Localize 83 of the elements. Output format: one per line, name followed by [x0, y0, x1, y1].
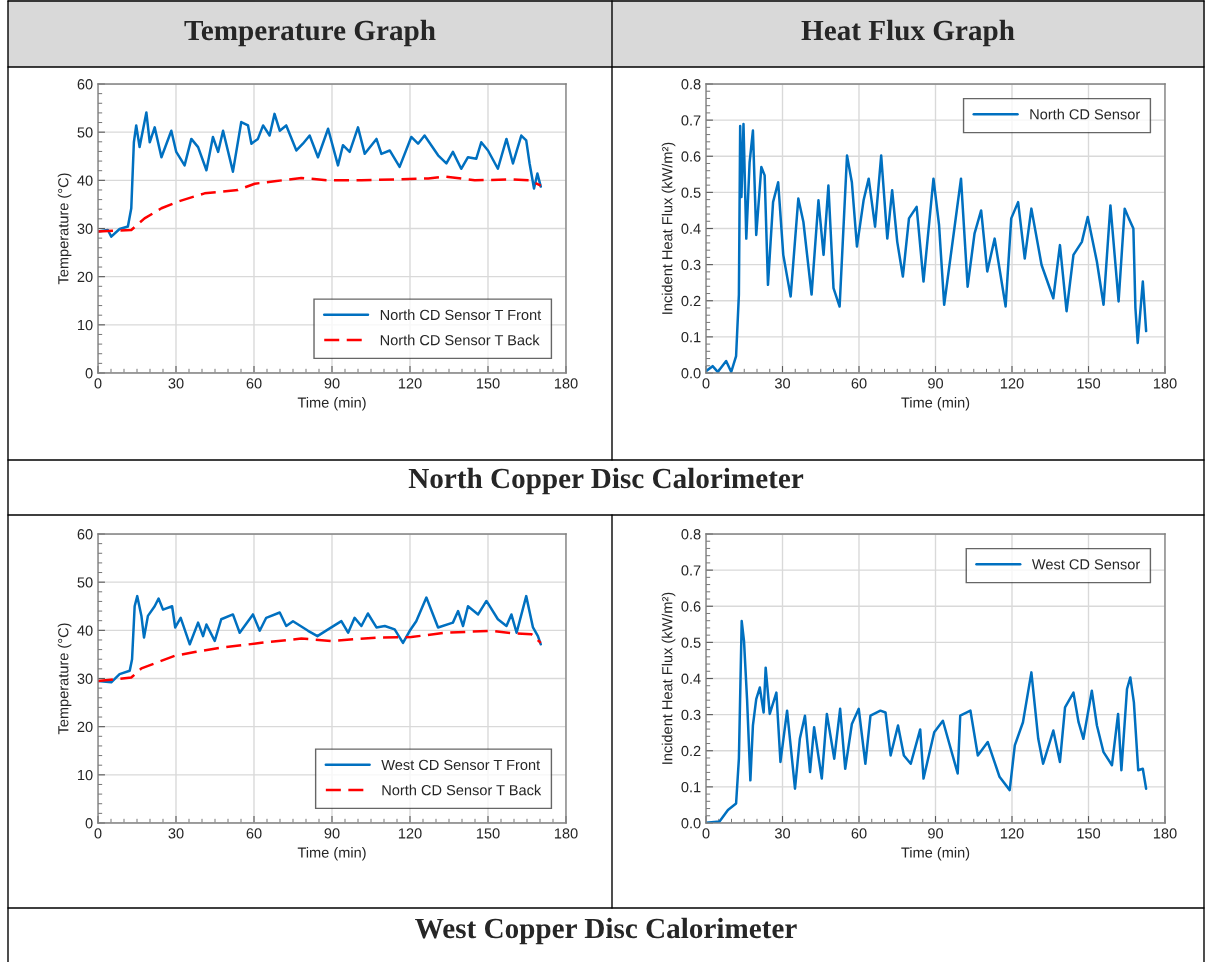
line-series: [706, 122, 1148, 373]
x-tick-label: 90: [928, 378, 944, 389]
y-tick-label: 0.3: [681, 259, 701, 271]
y-tick-label: 20: [77, 721, 93, 733]
y-tick-label: 0.4: [681, 673, 701, 684]
y-tick-label: 0.7: [681, 115, 701, 126]
y-tick-label: 10: [78, 319, 93, 331]
x-tick-label: 60: [851, 828, 867, 839]
x-tick-label: 0: [702, 378, 710, 389]
y-tick-label: 60: [77, 79, 93, 90]
y-tick-label: 0.8: [681, 529, 701, 540]
text: North Copper Disc Calorimeter: [408, 467, 804, 495]
y-axis-title: Incident Heat Flux (kW/m²): [661, 142, 676, 314]
y-tick-label: 30: [77, 673, 93, 684]
y-tick-label: 0.5: [681, 637, 701, 648]
x-axis-title: Time (min): [901, 847, 970, 861]
text: West Copper Disc Calorimeter: [415, 917, 797, 945]
y-tick-label: 40: [77, 175, 93, 186]
x-tick-label: 60: [851, 378, 867, 389]
y-axis-title: Temperature (°C): [57, 173, 72, 285]
x-tick-label: 90: [324, 378, 340, 389]
line-series: [98, 594, 543, 684]
legend-label: North CD Sensor: [1030, 108, 1140, 120]
x-tick-label: 60: [246, 828, 262, 839]
x-tick-label: 30: [168, 828, 184, 839]
legend-label: West CD Sensor T Front: [381, 759, 541, 771]
x-tick-label: 180: [1153, 378, 1177, 389]
y-tick-label: 0.0: [681, 368, 701, 379]
y-tick-label: 0: [85, 818, 93, 829]
y-tick-label: 0.1: [681, 781, 701, 793]
x-tick-label: 30: [774, 828, 791, 839]
x-tick-label: 150: [476, 828, 500, 839]
x-tick-label: 120: [398, 828, 422, 839]
legend-label: North CD Sensor T Front: [380, 309, 542, 321]
y-tick-label: 50: [77, 577, 93, 588]
y-tick-label: 0.3: [681, 709, 701, 721]
y-tick-label: 0.6: [681, 601, 701, 612]
x-axis-title: Time (min): [297, 847, 366, 861]
x-tick-label: 0: [94, 378, 102, 389]
x-tick-label: 120: [1000, 828, 1024, 839]
x-tick-label: 0: [94, 828, 102, 839]
x-tick-label: 120: [398, 378, 422, 389]
y-tick-label: 40: [77, 625, 93, 636]
y-axis-title: Temperature (°C): [57, 623, 72, 735]
x-tick-label: 150: [1077, 828, 1101, 839]
x-tick-label: 30: [168, 378, 184, 389]
y-tick-label: 0.2: [681, 295, 701, 307]
legend-label: North CD Sensor T Back: [380, 334, 540, 346]
x-tick-label: 30: [774, 378, 791, 389]
y-tick-label: 20: [77, 271, 93, 283]
chart-title: Temperature Graph: [184, 19, 436, 47]
y-axis-title: Incident Heat Flux (kW/m²): [661, 592, 676, 764]
chart-title: Heat Flux Graph: [801, 19, 1015, 47]
y-tick-label: 30: [77, 223, 93, 234]
x-axis-title: Time (min): [297, 397, 366, 411]
x-tick-label: 120: [1000, 378, 1024, 389]
x-tick-label: 180: [1153, 828, 1177, 839]
x-tick-label: 90: [324, 828, 340, 839]
y-tick-label: 10: [78, 769, 93, 781]
x-tick-label: 180: [554, 378, 578, 389]
x-tick-label: 150: [1077, 378, 1101, 389]
y-tick-label: 0.2: [681, 745, 701, 757]
y-tick-label: 0.4: [681, 223, 701, 234]
y-tick-label: 0: [85, 368, 93, 379]
y-tick-label: 0.8: [681, 79, 701, 90]
line-series: [98, 629, 543, 683]
x-tick-label: 180: [554, 828, 578, 839]
x-tick-label: 0: [702, 828, 710, 839]
y-tick-label: 0.6: [681, 151, 701, 162]
legend-label: North CD Sensor T Back: [382, 784, 542, 796]
y-tick-label: 0.5: [681, 187, 701, 198]
y-tick-label: 0.0: [681, 818, 701, 829]
x-tick-label: 90: [928, 828, 944, 839]
x-tick-label: 60: [246, 378, 262, 389]
y-tick-label: 60: [77, 529, 93, 540]
y-tick-label: 0.1: [681, 331, 701, 343]
y-tick-label: 50: [77, 127, 93, 138]
legend-label: West CD Sensor: [1031, 559, 1140, 570]
y-tick-label: 0.7: [681, 565, 701, 576]
x-tick-label: 150: [476, 378, 500, 389]
x-axis-title: Time (min): [901, 397, 970, 411]
line-series: [98, 175, 543, 233]
line-series: [706, 619, 1148, 823]
